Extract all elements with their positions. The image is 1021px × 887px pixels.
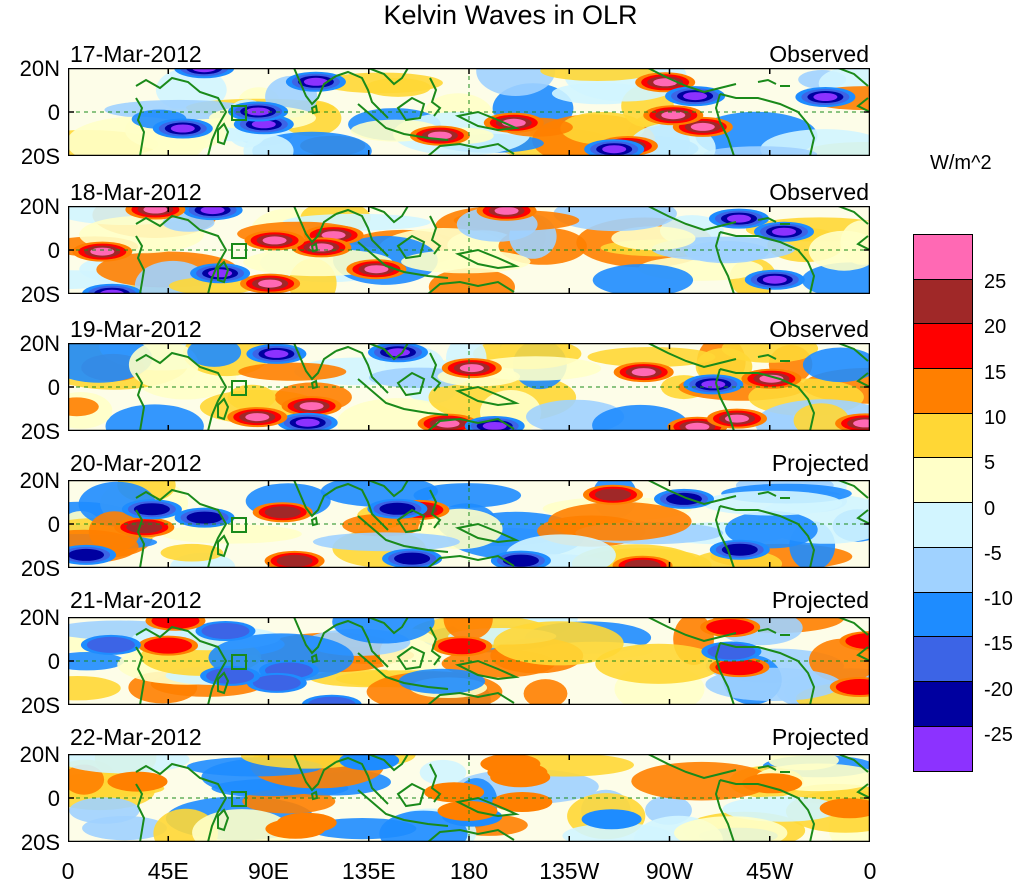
latitude-tick-label: 0: [47, 649, 60, 674]
latitude-tick-label: 20S: [20, 693, 60, 718]
colorbar-label: -25: [984, 724, 1013, 746]
panel-date: 21-Mar-2012: [70, 587, 202, 613]
latitude-tick-label: 0: [47, 512, 60, 537]
colorbar-label: 20: [984, 316, 1007, 339]
panel-status: Projected: [771, 724, 869, 750]
colorbar: [913, 234, 973, 773]
latitude-tick-label: 20N: [19, 194, 60, 219]
colorbar-swatch: [914, 279, 972, 325]
colorbar-swatch: [914, 637, 972, 682]
latitude-tick-label: 20N: [19, 331, 60, 356]
colorbar-swatch: [914, 235, 972, 280]
latitude-tick-label: 20S: [20, 830, 60, 855]
olr-anomaly-map: [68, 480, 870, 568]
olr-anomaly-map: [68, 617, 870, 705]
panel-date: 20-Mar-2012: [70, 450, 202, 476]
panel-date: 17-Mar-2012: [70, 41, 202, 67]
longitude-tick-label: 45W: [746, 858, 794, 884]
colorbar-swatch: [914, 503, 972, 548]
colorbar-label: -20: [984, 678, 1013, 701]
panel-status: Observed: [769, 179, 869, 205]
latitude-tick-label: 20N: [19, 468, 60, 493]
colorbar-swatch: [914, 681, 972, 727]
latitude-tick-label: 20S: [20, 282, 60, 307]
panel-status: Observed: [769, 41, 869, 67]
longitude-tick-label: 135W: [539, 858, 600, 884]
latitude-tick-label: 20S: [20, 556, 60, 581]
colorbar-label: 15: [984, 361, 1007, 384]
latitude-tick-label: 0: [47, 786, 60, 811]
colorbar-swatch: [914, 413, 972, 459]
latitude-tick-label: 0: [47, 238, 60, 263]
latitude-tick-label: 0: [47, 100, 60, 125]
panel-date: 22-Mar-2012: [70, 724, 202, 750]
olr-anomaly-map: [68, 68, 870, 156]
colorbar-label: -15: [984, 633, 1013, 656]
colorbar-label: 25: [984, 271, 1007, 293]
latitude-tick-label: 20S: [20, 419, 60, 444]
longitude-tick-label: 90W: [645, 858, 694, 884]
colorbar-swatch: [914, 547, 972, 593]
longitude-tick-label: 135E: [341, 858, 396, 884]
colorbar-swatch: [914, 726, 972, 772]
panel-status: Projected: [771, 587, 869, 613]
panel-date: 19-Mar-2012: [70, 316, 202, 342]
colorbar-swatch: [914, 369, 972, 414]
colorbar-label: 10: [984, 406, 1007, 429]
panel-date: 18-Mar-2012: [70, 179, 202, 205]
panel-status: Projected: [771, 450, 869, 476]
latitude-tick-label: 20N: [19, 56, 60, 81]
colorbar-swatch: [914, 324, 972, 370]
colorbar-label: 5: [984, 452, 996, 475]
olr-anomaly-map: [68, 754, 870, 842]
colorbar-label: -10: [984, 588, 1013, 611]
colorbar-swatch: [914, 592, 972, 638]
longitude-tick-label: 90E: [248, 858, 289, 884]
latitude-tick-label: 20N: [19, 605, 60, 630]
olr-anomaly-map: [68, 206, 870, 294]
figure-title: Kelvin Waves in OLR: [383, 0, 638, 30]
colorbar-label: 0: [984, 497, 996, 520]
latitude-tick-label: 20S: [20, 144, 60, 169]
longitude-tick-label: 45E: [147, 858, 189, 884]
colorbar-label: -5: [984, 542, 1002, 565]
longitude-tick-label: 0: [863, 858, 877, 884]
colorbar-unit: W/m^2: [930, 152, 992, 174]
longitude-tick-label: 180: [449, 858, 489, 884]
latitude-tick-label: 0: [47, 375, 60, 400]
olr-anomaly-map: [68, 343, 870, 431]
panel-status: Observed: [769, 316, 869, 342]
colorbar-swatch: [914, 458, 972, 504]
longitude-tick-label: 0: [61, 858, 75, 884]
latitude-tick-label: 20N: [19, 742, 60, 767]
